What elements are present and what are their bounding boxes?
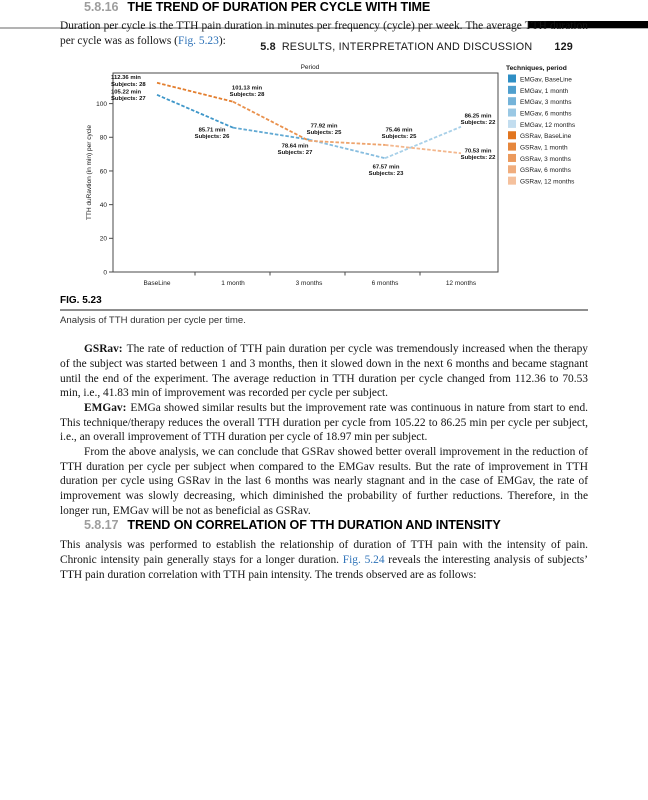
series-segment-gsrav	[384, 144, 462, 155]
x-axis-label: 1 month	[221, 280, 245, 287]
y-tick-label: 20	[100, 236, 108, 243]
data-label-subjects: Subjects: 25	[307, 130, 342, 136]
section-heading-5-8-17: 5.8.17 TREND ON CORRELATION OF TTH DURATI…	[60, 518, 588, 532]
data-label-value: 75.46 min	[386, 128, 413, 134]
paragraph-gsrav: GSRav: The rate of reduction of TTH pain …	[60, 342, 588, 401]
legend-swatch	[508, 74, 516, 83]
figure-caption-rule	[60, 309, 588, 312]
data-label-value: 86.25 min	[465, 114, 492, 120]
series-segment-gsrav	[308, 140, 386, 147]
correlation-paragraph: This analysis was performed to establish…	[60, 538, 588, 582]
running-header: 5.8 RESULTS, INTERPRETATION AND DISCUSSIO…	[0, 41, 573, 53]
paragraph-text: From the above analysis, we can conclude…	[60, 445, 588, 517]
header-black-bar	[528, 21, 648, 28]
legend-swatch	[508, 176, 516, 185]
section-heading-5-8-16: 5.8.16 THE TREND OF DURATION PER CYCLE WI…	[60, 0, 588, 14]
data-label-subjects: Subjects: 22	[461, 155, 496, 161]
series-segment-gsrav	[232, 101, 310, 142]
series-segment-emgav	[232, 127, 310, 141]
header-rule	[0, 27, 648, 29]
legend-label: EMGav, 3 months	[520, 99, 572, 106]
figure-caption: Analysis of TTH duration per cycle per t…	[60, 315, 246, 327]
page-number: 129	[554, 41, 573, 53]
legend-label: EMGav, 12 months	[520, 122, 576, 129]
data-label-subjects: Subjects: 27	[111, 96, 146, 102]
y-tick-label: 40	[100, 202, 108, 209]
x-axis-label: BaseLine	[143, 280, 170, 287]
paragraph-emgav: EMGav: EMGa showed similar results but th…	[60, 401, 588, 445]
data-label-value: 105.22 min	[111, 90, 142, 96]
y-tick-label: 100	[96, 101, 107, 108]
legend-label: GSRav, 3 months	[520, 156, 572, 163]
data-label-subjects: Subjects: 22	[461, 120, 496, 126]
figure-5-23-link[interactable]: Fig. 5.23	[177, 34, 219, 47]
paragraph-text-after: reveals the interesting analysis of subj…	[60, 553, 589, 581]
paragraph-text: This analysis was performed to establish…	[60, 539, 588, 566]
legend-swatch	[508, 165, 516, 174]
section-number: 5.8.17	[84, 518, 119, 533]
y-axis-label: TTH duRavtion (in min) per cycle	[86, 125, 93, 220]
data-label-subjects: Subjects: 23	[369, 171, 404, 177]
paragraph-conclusion: From the above analysis, we can conclude…	[60, 445, 588, 518]
data-label-value: 101.13 min	[232, 86, 263, 92]
series-segment-gsrav	[156, 82, 234, 103]
series-segment-emgav	[384, 126, 462, 160]
data-label-value: 70.53 min	[465, 149, 492, 155]
intro-paragraph: Duration per cycle is the TTH pain durat…	[60, 19, 588, 48]
legend-title: Techniques, period	[506, 65, 567, 72]
legend-label: EMGav, BaseLine	[520, 77, 572, 84]
paragraph-lead: EMGav:	[84, 401, 127, 414]
paragraph-lead: GSRav:	[84, 343, 123, 356]
data-label-subjects: Subjects: 26	[195, 134, 230, 140]
y-tick-label: 60	[100, 169, 108, 176]
series-segment-emgav	[156, 94, 234, 129]
legend-label: GSRav, 12 months	[520, 179, 575, 186]
figure-5-24-link[interactable]: Fig. 5.24	[342, 553, 385, 566]
section-title: THE TREND OF DURATION PER CYCLE WITH TIM…	[127, 0, 431, 14]
data-label-value: 112.36 min	[111, 76, 141, 82]
legend-swatch	[508, 86, 516, 95]
figure-label: FIG. 5.23	[60, 295, 102, 307]
data-label-subjects: Subjects: 28	[111, 82, 146, 88]
legend-label: GSRav, 6 months	[520, 168, 572, 175]
figure-caption-block: FIG. 5.23 Analysis of TTH duration per c…	[60, 295, 588, 326]
legend-label: EMGav, 1 month	[520, 88, 569, 95]
y-tick-label: 0	[103, 270, 107, 277]
y-tick-label: 80	[100, 135, 108, 142]
tth-duration-chart: Period 0 20 40 60 80 100 BaseLine 1 month 3 month…	[86, 64, 576, 287]
legend-swatch	[508, 154, 516, 163]
legend-label: GSRav, BaseLine	[520, 133, 572, 140]
paragraph-text: The rate of reduction of TTH pain durati…	[60, 343, 588, 400]
legend-label: GSRav, 1 month	[520, 145, 568, 152]
running-header-title: RESULTS, INTERPRETATION AND DISCUSSION	[281, 41, 533, 53]
legend-swatch	[508, 120, 516, 129]
x-axis-label: 6 months	[372, 280, 399, 287]
data-label-subjects: Subjects: 25	[382, 134, 417, 140]
data-label-subjects: Subjects: 28	[230, 92, 265, 98]
data-label-value: 78.64 min	[282, 144, 309, 150]
intro-text: Duration per cycle is the TTH pain durat…	[60, 20, 588, 47]
figure-5-23: Period 0 20 40 60 80 100 BaseLine 1 month 3 month…	[60, 61, 588, 326]
running-header-section-number: 5.8	[260, 41, 276, 53]
legend-swatch	[508, 142, 516, 151]
data-label-subjects: Subjects: 27	[278, 150, 313, 156]
paragraph-text: EMGa showed similar results but the impr…	[60, 401, 588, 444]
plot-border	[112, 72, 499, 273]
page-content: 5.8.16 THE TREND OF DURATION PER CYCLE WI…	[60, 0, 588, 582]
section-title: TREND ON CORRELATION OF TTH DURATION AND…	[127, 518, 501, 533]
legend-swatch	[508, 131, 516, 140]
legend-swatch	[508, 108, 516, 117]
chart-title: Period	[301, 64, 320, 71]
x-axis-label: 12 months	[446, 280, 477, 287]
data-label-value: 67.57 min	[373, 165, 400, 171]
data-label-value: 77.92 min	[311, 124, 338, 130]
legend-label: EMGav, 6 months	[520, 111, 572, 118]
intro-text-after: ):	[218, 34, 226, 47]
series-segment-emgav	[308, 139, 386, 160]
x-axis-label: 3 months	[296, 280, 323, 287]
section-number: 5.8.16	[84, 0, 119, 14]
data-label-value: 85.71 min	[199, 128, 226, 134]
legend-swatch	[508, 97, 516, 106]
